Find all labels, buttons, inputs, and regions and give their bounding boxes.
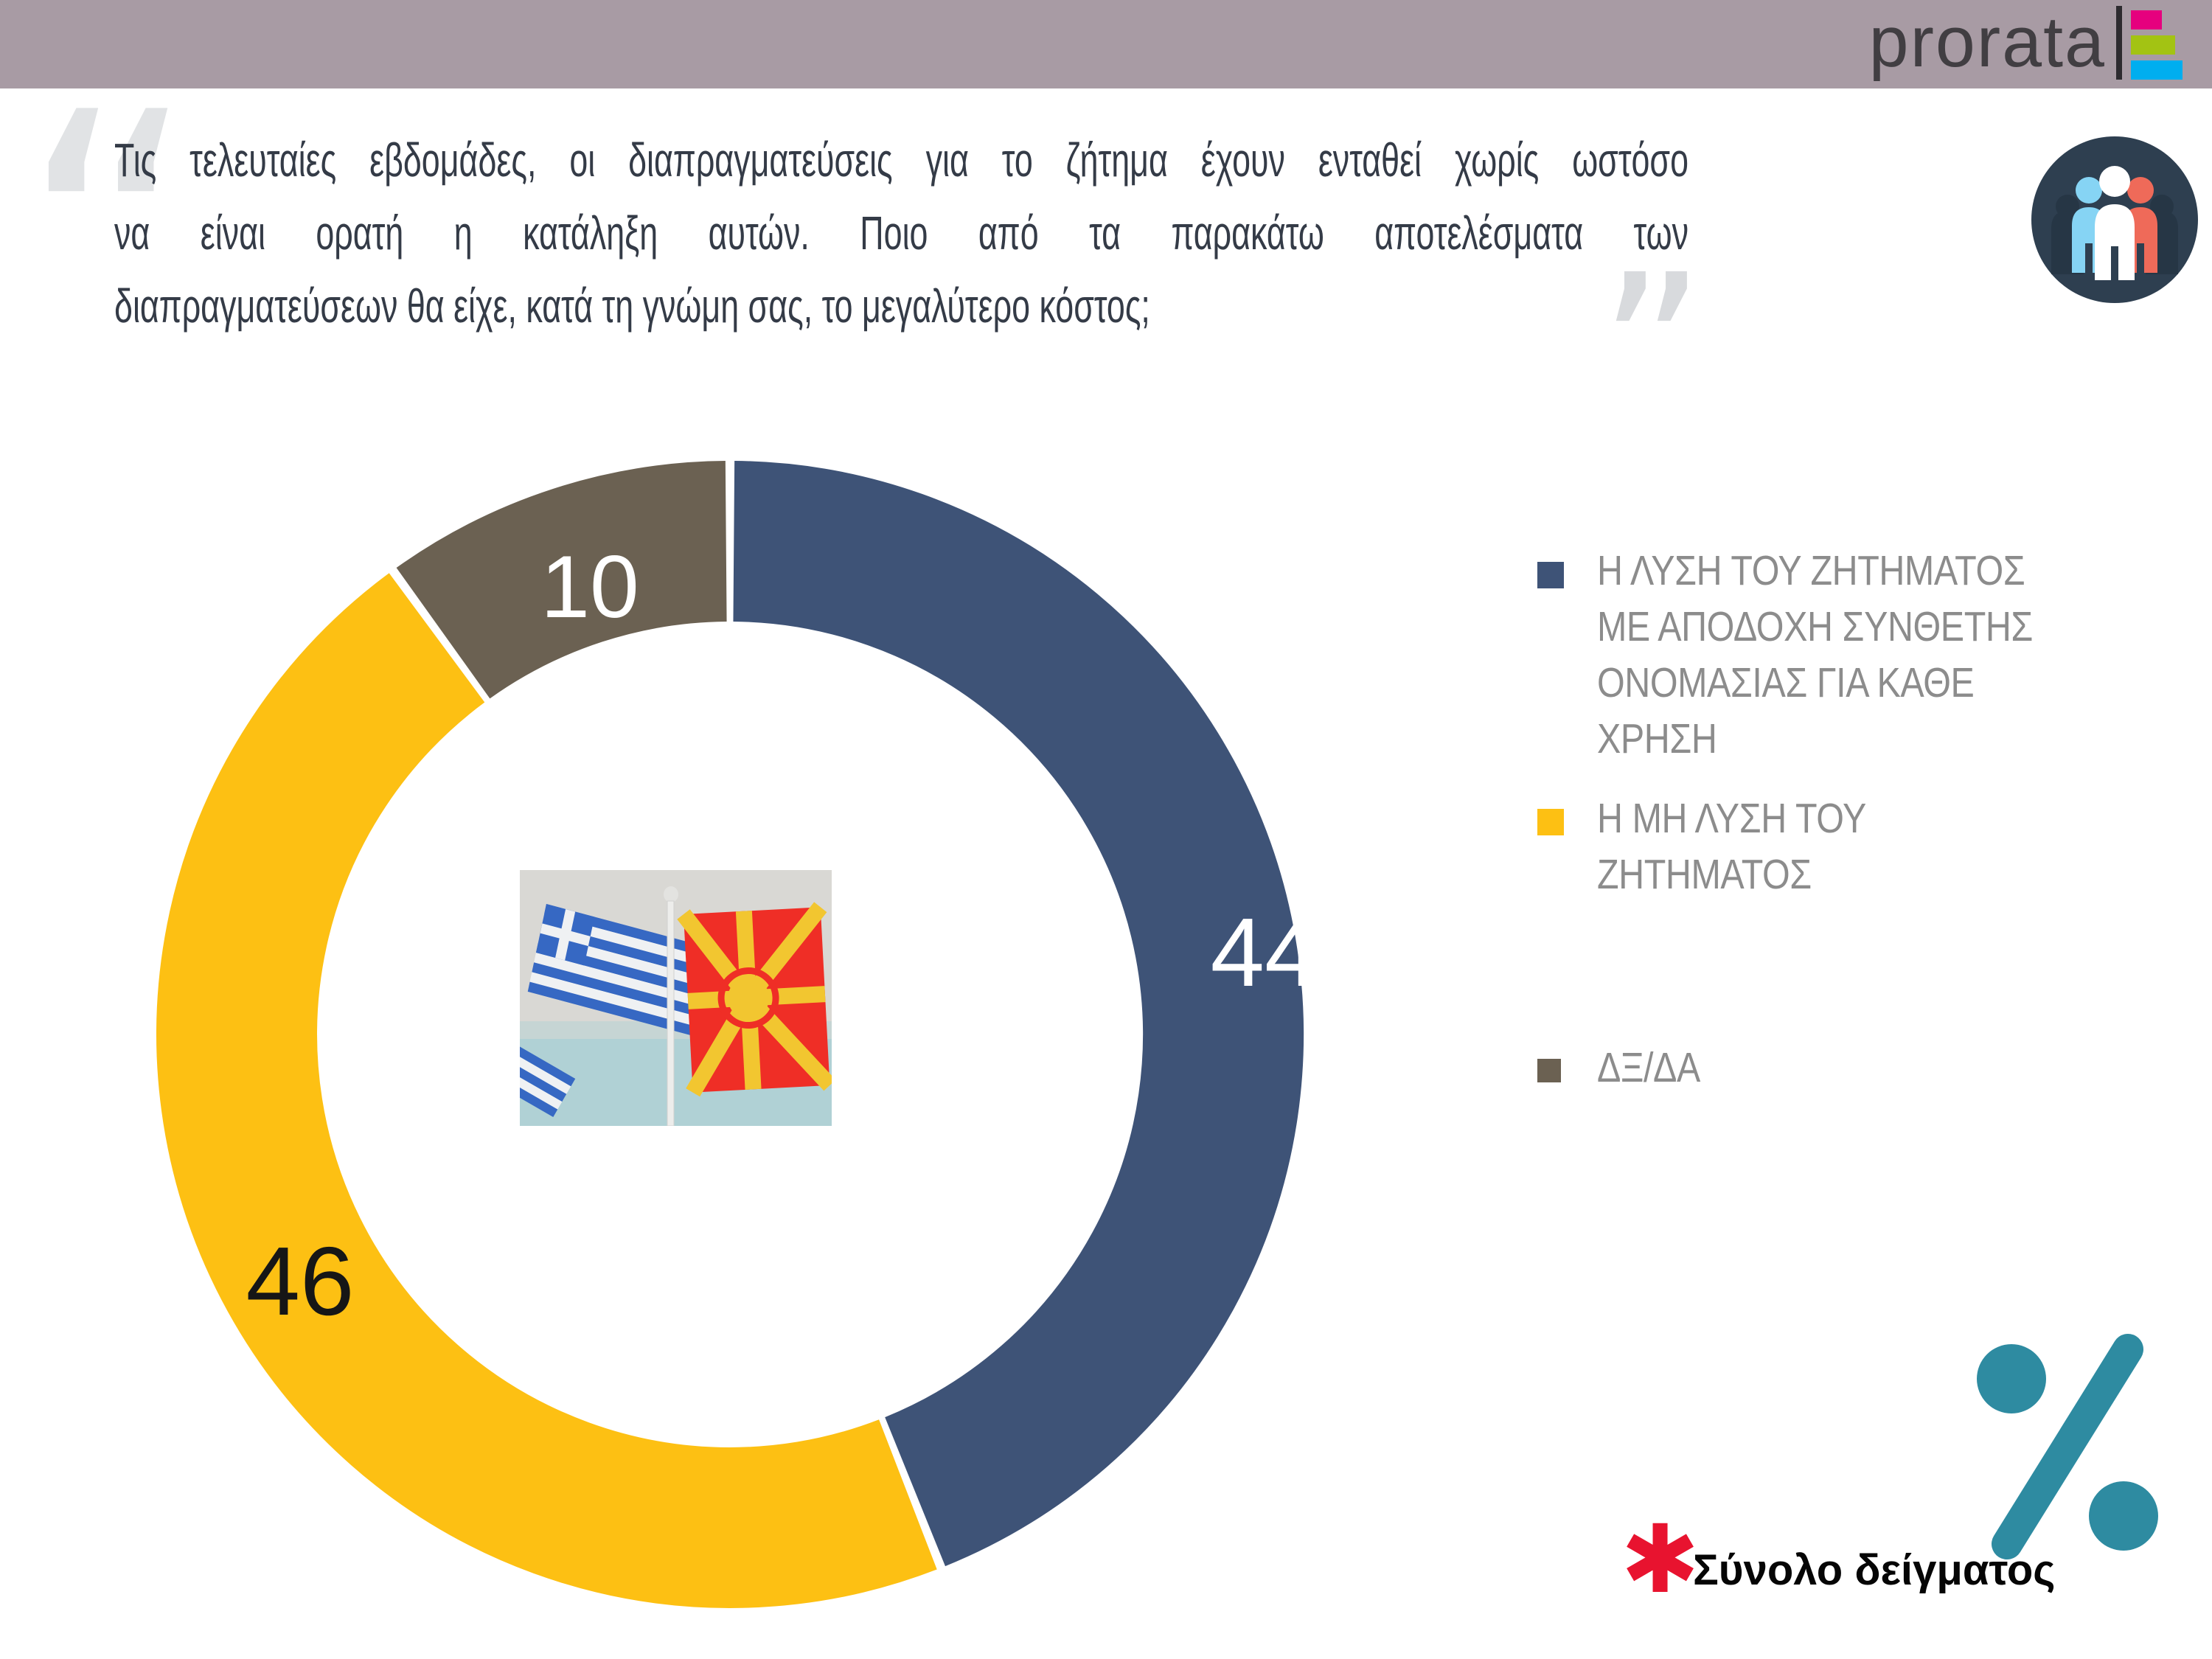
logo-bar-bottom xyxy=(2131,60,2183,80)
question-line-2: να είναι ορατή η κατάληξη αυτών. Ποιο απ… xyxy=(114,206,1688,260)
legend-swatch-dk-na xyxy=(1537,1059,1561,1082)
flags-photo-image xyxy=(520,870,832,1126)
legend-label-dk-na: ΔΞ/ΔΑ xyxy=(1597,1044,1700,1091)
footnote-asterisk-icon: ✱ xyxy=(1621,1507,1700,1613)
bar-chart-icon xyxy=(2131,10,2183,80)
donut-segment-solution xyxy=(733,461,1304,1567)
greek-flag-fragment xyxy=(520,1038,576,1117)
logo-bar-top xyxy=(2131,10,2162,29)
logo-bar-middle xyxy=(2131,35,2175,55)
legend-marker-no-solution xyxy=(1537,809,1564,835)
percent-icon xyxy=(1977,1334,2158,1559)
segment-value-dk-na: 10 xyxy=(540,538,639,636)
question-line-1: Τις τελευταίες εβδομάδες, οι διαπραγματε… xyxy=(114,133,1688,187)
flag-pole xyxy=(664,886,678,1126)
question-line-3: διαπραγματεύσεων θα είχε, κατά τη γνώμη … xyxy=(114,279,1150,333)
segment-value-solution: 44 xyxy=(1210,898,1319,1006)
prorata-logo: prorata xyxy=(1869,6,2185,83)
close-quote-mark: ” xyxy=(1599,231,1706,471)
legend-marker-dk-na xyxy=(1537,1059,1561,1082)
donut-segment-no-solution xyxy=(156,573,937,1608)
question-text: Τις τελευταίες εβδομάδες, οι διαπραγματε… xyxy=(114,124,1688,343)
macedonian-flag xyxy=(677,902,832,1097)
flags-photo xyxy=(520,870,832,1126)
logo-divider xyxy=(2116,6,2122,80)
header-band: prorata xyxy=(0,0,2212,88)
legend-label-no-solution: Η ΜΗ ΛΥΣΗ ΤΟΥ ΖΗΤΗΜΑΤΟΣ xyxy=(1597,795,1865,898)
people-group-icon xyxy=(2031,136,2198,303)
segment-value-no-solution: 46 xyxy=(246,1227,355,1335)
donut-segment-dk-na xyxy=(396,461,728,700)
open-quote-mark: “ xyxy=(19,39,199,442)
legend-marker-solution xyxy=(1537,562,1564,588)
legend-label-solution: Η ΛΥΣΗ ΤΟΥ ΖΗΤΗΜΑΤΟΣ ΜΕ ΑΠΟΔΟΧΗ ΣΥΝΘΕΤΗΣ… xyxy=(1597,547,2033,762)
legend-swatch-solution xyxy=(1537,562,1564,588)
logo-text: prorata xyxy=(1868,1,2106,82)
legend-swatch-no-solution xyxy=(1537,809,1564,835)
footnote-text: Σύνολο δείγματος xyxy=(1693,1546,2056,1594)
